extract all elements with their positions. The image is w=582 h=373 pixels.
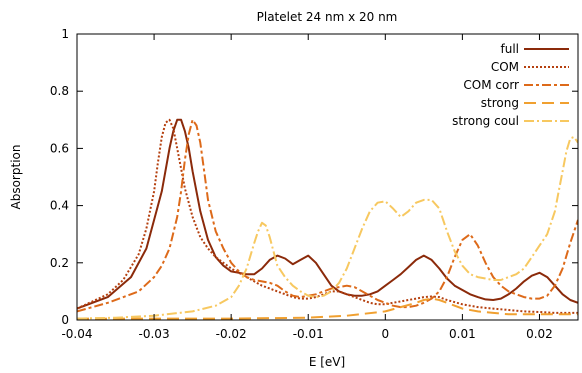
x-tick-label: -0.03 xyxy=(139,327,170,341)
series-layer xyxy=(77,118,578,320)
x-tick-label: -0.04 xyxy=(61,327,92,341)
ticks-layer: -0.04 -0.03 -0.02 -0.01 0 0.01 0.02 0 0.2 0.4 0.6 0… xyxy=(50,27,578,341)
x-tick-label: -0.01 xyxy=(293,327,324,341)
legend: full COM COM corr strong strong coul xyxy=(452,42,569,128)
legend-label: COM xyxy=(491,60,519,74)
legend-label: full xyxy=(501,42,520,56)
series-line-strong-coul xyxy=(77,136,578,320)
series-line-com xyxy=(77,118,578,314)
y-tick-label: 0 xyxy=(61,313,69,327)
plot-frame xyxy=(76,33,579,321)
legend-label: COM corr xyxy=(463,78,519,92)
series-line-com-corr xyxy=(77,118,578,313)
legend-label: strong coul xyxy=(452,114,519,128)
y-tick-label: 0.8 xyxy=(50,84,69,98)
y-axis-label: Absorption xyxy=(9,145,23,210)
x-axis-label: E [eV] xyxy=(309,355,345,369)
y-tick-label: 0.2 xyxy=(50,256,69,270)
y-tick-label: 0.6 xyxy=(50,141,69,155)
x-tick-label: 0 xyxy=(381,327,389,341)
y-tick-label: 1 xyxy=(61,27,69,41)
x-tick-label: -0.02 xyxy=(216,327,247,341)
series-line-full xyxy=(77,118,578,310)
series-line-strong xyxy=(77,297,578,320)
x-tick-label: 0.02 xyxy=(526,327,553,341)
chart-title: Platelet 24 nm x 20 nm xyxy=(257,10,398,24)
y-tick-label: 0.4 xyxy=(50,199,69,213)
x-tick-label: 0.01 xyxy=(449,327,476,341)
legend-label: strong xyxy=(481,96,519,110)
